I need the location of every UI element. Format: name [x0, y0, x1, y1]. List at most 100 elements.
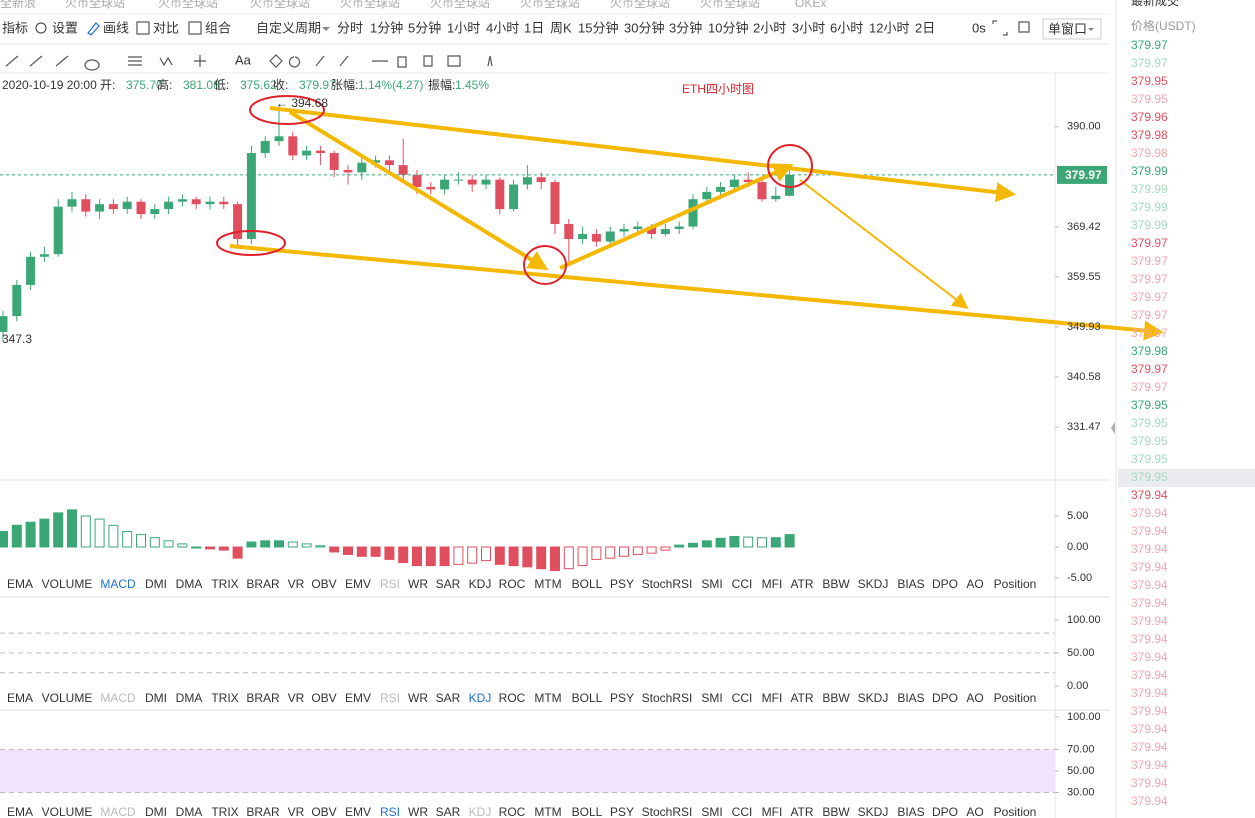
- toolbar-button[interactable]: 指标: [2, 20, 28, 35]
- indicator-tab[interactable]: BBW: [822, 805, 850, 818]
- indicator-tab[interactable]: StochRSI: [642, 691, 693, 705]
- indicator-tab[interactable]: CCI: [732, 577, 753, 591]
- collapse-handle[interactable]: [1111, 422, 1115, 434]
- indicator-tab[interactable]: Position: [994, 691, 1037, 705]
- indicator-tab[interactable]: AO: [966, 805, 983, 818]
- browser-tab[interactable]: 火币全球站: [610, 0, 670, 10]
- indicator-tab[interactable]: SAR: [436, 577, 461, 591]
- indicator-tab[interactable]: SAR: [436, 805, 461, 818]
- indicator-tab[interactable]: WR: [408, 691, 428, 705]
- period-button[interactable]: 分时: [337, 20, 363, 35]
- indicator-tab[interactable]: MFI: [762, 577, 783, 591]
- indicator-tab[interactable]: BOLL: [572, 805, 603, 818]
- indicator-tab[interactable]: EMA: [7, 691, 33, 705]
- browser-tab[interactable]: 火币全球站: [430, 0, 490, 10]
- indicator-tab[interactable]: StochRSI: [642, 577, 693, 591]
- indicator-tab[interactable]: DMI: [145, 805, 167, 818]
- indicator-tab[interactable]: SMI: [701, 805, 722, 818]
- period-button[interactable]: 2小时: [753, 20, 786, 35]
- period-button[interactable]: 1日: [524, 20, 544, 35]
- indicator-tab[interactable]: WR: [408, 577, 428, 591]
- period-button[interactable]: 3小时: [792, 20, 825, 35]
- indicator-tab[interactable]: BOLL: [572, 691, 603, 705]
- period-button[interactable]: 1分钟: [370, 20, 403, 35]
- indicator-tab[interactable]: TRIX: [211, 691, 238, 705]
- indicator-tab[interactable]: MACD: [100, 577, 136, 591]
- indicator-tab[interactable]: MTM: [534, 805, 561, 818]
- period-button[interactable]: 1小时: [447, 20, 480, 35]
- indicator-tab[interactable]: VR: [288, 805, 305, 818]
- indicator-tab[interactable]: DMA: [176, 691, 203, 705]
- period-button[interactable]: 30分钟: [624, 20, 664, 35]
- indicator-tab[interactable]: StochRSI: [642, 805, 693, 818]
- indicator-tab[interactable]: BRAR: [246, 805, 280, 818]
- period-button[interactable]: 周K: [550, 20, 572, 35]
- browser-tab[interactable]: 火币全球站: [340, 0, 400, 10]
- indicator-tab[interactable]: DMA: [176, 577, 203, 591]
- indicator-tab[interactable]: KDJ: [469, 577, 492, 591]
- indicator-tab[interactable]: BBW: [822, 577, 850, 591]
- indicator-tab[interactable]: ROC: [499, 577, 526, 591]
- indicator-tab[interactable]: VR: [288, 691, 305, 705]
- indicator-tab[interactable]: AO: [966, 691, 983, 705]
- indicator-tab[interactable]: DMI: [145, 577, 167, 591]
- indicator-tab[interactable]: ROC: [499, 691, 526, 705]
- indicator-tab[interactable]: BIAS: [897, 577, 924, 591]
- indicator-tab[interactable]: PSY: [610, 691, 634, 705]
- indicator-tab[interactable]: RSI: [380, 805, 400, 818]
- indicator-tab[interactable]: MACD: [100, 691, 136, 705]
- indicator-tab[interactable]: Position: [994, 805, 1037, 818]
- indicator-tab[interactable]: OBV: [311, 691, 336, 705]
- indicator-tab[interactable]: ATR: [790, 577, 813, 591]
- indicator-tab[interactable]: DMI: [145, 691, 167, 705]
- indicator-tab[interactable]: EMA: [7, 577, 33, 591]
- indicator-tab[interactable]: BRAR: [246, 577, 280, 591]
- period-button[interactable]: 4小时: [486, 20, 519, 35]
- indicator-tab[interactable]: MTM: [534, 691, 561, 705]
- indicator-tab[interactable]: VOLUME: [42, 805, 93, 818]
- period-button[interactable]: 6小时: [830, 20, 863, 35]
- indicator-tab[interactable]: MTM: [534, 577, 561, 591]
- indicator-tab[interactable]: SMI: [701, 691, 722, 705]
- indicator-tab[interactable]: AO: [966, 577, 983, 591]
- toolbar-button[interactable]: 设置: [52, 20, 78, 35]
- indicator-tab[interactable]: ATR: [790, 691, 813, 705]
- indicator-tab[interactable]: DPO: [932, 691, 958, 705]
- toolbar-button[interactable]: 对比: [153, 20, 179, 35]
- indicator-tab[interactable]: VOLUME: [42, 577, 93, 591]
- indicator-tab[interactable]: PSY: [610, 805, 634, 818]
- indicator-tab[interactable]: EMA: [7, 805, 33, 818]
- indicator-tab[interactable]: SMI: [701, 577, 722, 591]
- indicator-tab[interactable]: DPO: [932, 577, 958, 591]
- browser-tab[interactable]: OKEx: [795, 0, 826, 10]
- indicator-tab[interactable]: CCI: [732, 805, 753, 818]
- indicator-tab[interactable]: RSI: [380, 577, 400, 591]
- indicator-tab[interactable]: EMV: [345, 577, 371, 591]
- indicator-tab[interactable]: OBV: [311, 577, 336, 591]
- period-button[interactable]: 5分钟: [408, 20, 441, 35]
- browser-tab[interactable]: 全新浪: [0, 0, 36, 10]
- period-button[interactable]: 12小时: [869, 20, 909, 35]
- browser-tab[interactable]: 火币全球站: [250, 0, 310, 10]
- period-button[interactable]: 10分钟: [708, 20, 748, 35]
- indicator-tab[interactable]: WR: [408, 805, 428, 818]
- text-tool[interactable]: Aa: [235, 52, 252, 67]
- indicator-tab[interactable]: EMV: [345, 805, 371, 818]
- indicator-tab[interactable]: MFI: [762, 805, 783, 818]
- indicator-tab[interactable]: SKDJ: [858, 805, 889, 818]
- indicator-tab[interactable]: RSI: [380, 691, 400, 705]
- indicator-tab[interactable]: SAR: [436, 691, 461, 705]
- indicator-tab[interactable]: VOLUME: [42, 691, 93, 705]
- indicator-tab[interactable]: ROC: [499, 805, 526, 818]
- toolbar-button[interactable]: 画线: [103, 20, 129, 35]
- indicator-tab[interactable]: ATR: [790, 805, 813, 818]
- toolbar-button[interactable]: 组合: [205, 20, 231, 35]
- indicator-tab[interactable]: MFI: [762, 691, 783, 705]
- browser-tab[interactable]: 火币全球站: [700, 0, 760, 10]
- indicator-tab[interactable]: OBV: [311, 805, 336, 818]
- window-mode[interactable]: 单窗口: [1048, 21, 1087, 36]
- indicator-tab[interactable]: CCI: [732, 691, 753, 705]
- period-button[interactable]: 3分钟: [669, 20, 702, 35]
- indicator-tab[interactable]: BOLL: [572, 577, 603, 591]
- period-button[interactable]: 2日: [915, 20, 935, 35]
